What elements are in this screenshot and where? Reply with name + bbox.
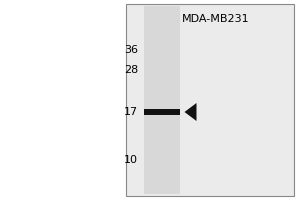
Bar	[144, 109, 180, 115]
Text: 10: 10	[124, 155, 138, 165]
Text: 28: 28	[124, 65, 138, 75]
Text: 36: 36	[124, 45, 138, 55]
Bar	[126, 4, 294, 196]
Polygon shape	[184, 103, 196, 121]
Text: 17: 17	[124, 107, 138, 117]
Bar	[144, 6, 180, 194]
Ellipse shape	[177, 110, 180, 114]
Text: MDA-MB231: MDA-MB231	[182, 14, 250, 24]
